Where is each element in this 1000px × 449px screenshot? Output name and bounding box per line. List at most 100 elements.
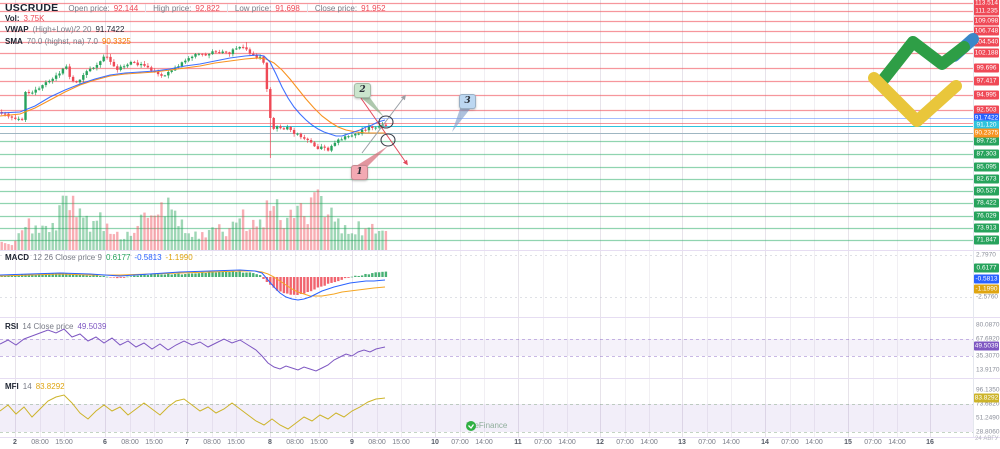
low-price-value: 91.698 xyxy=(275,3,300,13)
time-axis-time-label: 08:00 xyxy=(121,439,139,446)
mfi-header[interactable]: MFI 14 83.8292 xyxy=(5,382,65,391)
axis-badge: 89.725 xyxy=(974,136,999,146)
macd-name: MACD xyxy=(5,253,29,262)
mfi-params: 14 xyxy=(22,382,32,391)
vwap-header[interactable]: VWAP (High+Low)/2 20 91.7422 xyxy=(5,25,124,34)
time-axis-day-label: 7 xyxy=(185,439,189,446)
time-axis-time-label: 14:00 xyxy=(722,439,740,446)
rsi-params: 14 Close price xyxy=(22,322,74,331)
rsi-line xyxy=(0,328,386,372)
open-price-value: 92.144 xyxy=(113,3,139,13)
time-axis-day-label: 16 xyxy=(926,439,934,446)
axis-badge: 80.537 xyxy=(974,186,999,196)
time-axis-time-label: 07:00 xyxy=(451,439,469,446)
axis-badge: 106.748 xyxy=(974,26,999,36)
level-lines[interactable] xyxy=(0,2,973,242)
candles[interactable] xyxy=(0,42,388,158)
close-price-label: Close price: xyxy=(314,3,358,13)
axis-badge: 97.417 xyxy=(974,76,999,86)
rsi-header[interactable]: RSI 14 Close price 49.5039 xyxy=(5,322,106,331)
time-axis-day-label: 14 xyxy=(761,439,769,446)
axis-badge: -0.5813 xyxy=(974,274,999,284)
time-axis-time-label: 15:00 xyxy=(392,439,410,446)
mfi-value: 83.8292 xyxy=(35,382,65,391)
time-axis-time-label: 07:00 xyxy=(781,439,799,446)
macd-header[interactable]: MACD 12 26 Close price 9 0.6177 -0.5813 … xyxy=(5,253,193,262)
axis-tick: 13.9170 xyxy=(976,366,1000,374)
macd-line-value: -0.5813 xyxy=(134,253,162,262)
divider xyxy=(145,4,147,12)
bottom-right-note: 24 АВГУ xyxy=(975,436,999,442)
sma-params: 70.0 (highst, na) 7.0 xyxy=(26,37,98,46)
mfi-line xyxy=(0,394,386,430)
sma-value: 90.3325 xyxy=(101,37,131,46)
vwap-name: VWAP xyxy=(5,25,29,34)
axis-badge: 83.8292 xyxy=(974,393,999,403)
litefinance-logo-icon xyxy=(868,33,979,127)
indicator-bands xyxy=(0,255,973,433)
time-axis-day-label: 9 xyxy=(350,439,354,446)
time-axis-time-label: 15:00 xyxy=(310,439,328,446)
macd-histogram xyxy=(0,271,388,296)
time-axis-time-label: 07:00 xyxy=(698,439,716,446)
time-axis-time-label: 14:00 xyxy=(640,439,658,446)
axis-tick: 28.8060 xyxy=(976,428,1000,436)
moving-averages xyxy=(0,54,386,137)
axis-badge: 109.098 xyxy=(974,16,999,26)
sma-header[interactable]: SMA 70.0 (highst, na) 7.0 90.3325 xyxy=(5,37,131,46)
time-axis-time-label: 08:00 xyxy=(203,439,221,446)
axis-tick: 2.7970 xyxy=(976,251,996,259)
time-axis-time-label: 08:00 xyxy=(368,439,386,446)
macd-hist-value: 0.6177 xyxy=(105,253,131,262)
time-axis-time-label: 08:00 xyxy=(286,439,304,446)
gridlines xyxy=(15,0,931,437)
axis-badge: 113.514 xyxy=(974,0,999,8)
axis-tick: 35.3070 xyxy=(976,352,1000,360)
time-axis-time-label: 15:00 xyxy=(145,439,163,446)
setup-marker-2[interactable]: 2 xyxy=(354,83,371,98)
axis-badge: 0.6177 xyxy=(974,263,999,273)
axis-badge: 76.029 xyxy=(974,211,999,221)
axis-tick: 51.2490 xyxy=(976,414,1000,422)
axis-badge: 111.235 xyxy=(974,6,999,16)
time-axis-day-label: 10 xyxy=(431,439,439,446)
sma-name: SMA xyxy=(5,37,23,46)
axis-badge: 94.995 xyxy=(974,90,999,100)
symbol-label[interactable]: USCRUDE xyxy=(5,2,59,14)
time-axis-day-label: 12 xyxy=(596,439,604,446)
axis-badge: 102.188 xyxy=(974,48,999,58)
rsi-value: 49.5039 xyxy=(77,322,107,331)
volume-label: Vol: xyxy=(5,14,20,23)
high-price-label: High price: xyxy=(153,3,192,13)
axis-badge: -1.1990 xyxy=(974,284,999,294)
open-price-label: Open price: xyxy=(68,3,110,13)
axis-badge: 90.2375 xyxy=(974,128,999,138)
time-axis-time-label: 07:00 xyxy=(864,439,882,446)
time-axis-time-label: 08:00 xyxy=(31,439,49,446)
axis-badge: 91.120 xyxy=(974,120,999,130)
volume-header[interactable]: Vol: 3.75K xyxy=(5,14,44,23)
annotation-drawings[interactable] xyxy=(355,90,470,169)
setup-marker-1[interactable]: 1 xyxy=(351,165,368,180)
axis-tick: 80.0870 xyxy=(976,321,1000,329)
close-price-value: 91.952 xyxy=(361,3,386,13)
time-axis-day-label: 6 xyxy=(103,439,107,446)
volume-value: 3.75K xyxy=(23,14,45,23)
axis-badge: 82.673 xyxy=(974,174,999,184)
axis-badge: 99.696 xyxy=(974,63,999,73)
axis-badge: 91.7422 xyxy=(974,113,999,123)
time-axis-time-label: 14:00 xyxy=(805,439,823,446)
time-axis-day-label: 15 xyxy=(844,439,852,446)
litefinance-watermark-icon xyxy=(466,421,476,431)
watermark-text: LiteFinance xyxy=(466,421,508,430)
axis-tick: 67.6920 xyxy=(976,335,1000,343)
high-price-value: 92.822 xyxy=(195,3,220,13)
mfi-name: MFI xyxy=(5,382,19,391)
setup-marker-3[interactable]: 3 xyxy=(459,94,476,109)
divider xyxy=(306,4,308,12)
axis-badge: 85.095 xyxy=(974,162,999,172)
axis-badge: 104.540 xyxy=(974,37,999,47)
time-axis-time-label: 07:00 xyxy=(534,439,552,446)
time-axis-day-label: 2 xyxy=(13,439,17,446)
